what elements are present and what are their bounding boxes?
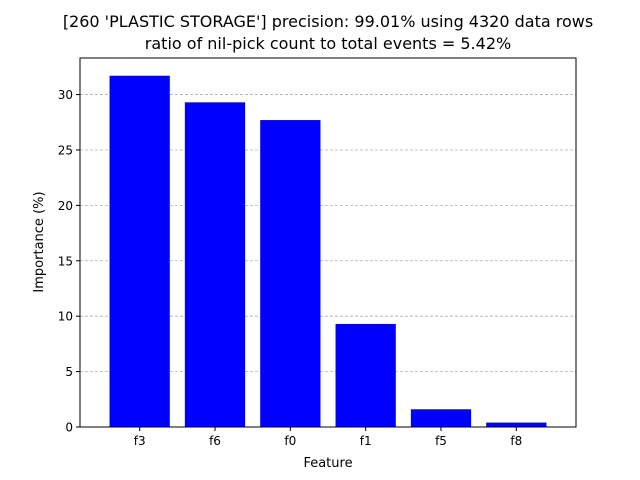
x-tick-label: f8 bbox=[510, 434, 522, 448]
bar-f1 bbox=[335, 323, 396, 427]
chart-title-line-2: ratio of nil-pick count to total events … bbox=[144, 34, 512, 53]
y-axis-label: Importance (%) bbox=[32, 191, 47, 292]
y-tick-label: 20 bbox=[58, 199, 73, 213]
y-tick-label: 0 bbox=[65, 421, 73, 435]
x-tick-label: f6 bbox=[209, 434, 221, 448]
bar-f8 bbox=[486, 422, 547, 427]
y-tick-label: 15 bbox=[58, 254, 73, 268]
y-tick-label: 30 bbox=[58, 88, 73, 102]
bars bbox=[109, 75, 547, 428]
bar-f0 bbox=[260, 120, 321, 428]
x-tick-label: f5 bbox=[435, 434, 447, 448]
x-tick-label: f3 bbox=[134, 434, 146, 448]
x-tick-label: f0 bbox=[284, 434, 296, 448]
chart-title-line-1: [260 'PLASTIC STORAGE'] precision: 99.01… bbox=[62, 12, 594, 31]
y-tick-label: 10 bbox=[58, 310, 73, 324]
x-axis-ticks: f3 f6 f0 f1 f5 f8 bbox=[134, 427, 522, 448]
bar-f5 bbox=[410, 409, 472, 427]
bar-f6 bbox=[184, 102, 246, 427]
plot-frame bbox=[79, 57, 577, 428]
x-tick-label: f1 bbox=[360, 434, 372, 448]
bar-f3 bbox=[109, 75, 170, 427]
x-axis-label: Feature bbox=[303, 456, 352, 471]
y-axis-ticks: 0 5 10 15 20 25 30 bbox=[58, 88, 80, 435]
y-tick-label: 25 bbox=[58, 143, 73, 157]
y-tick-label: 5 bbox=[65, 365, 73, 379]
